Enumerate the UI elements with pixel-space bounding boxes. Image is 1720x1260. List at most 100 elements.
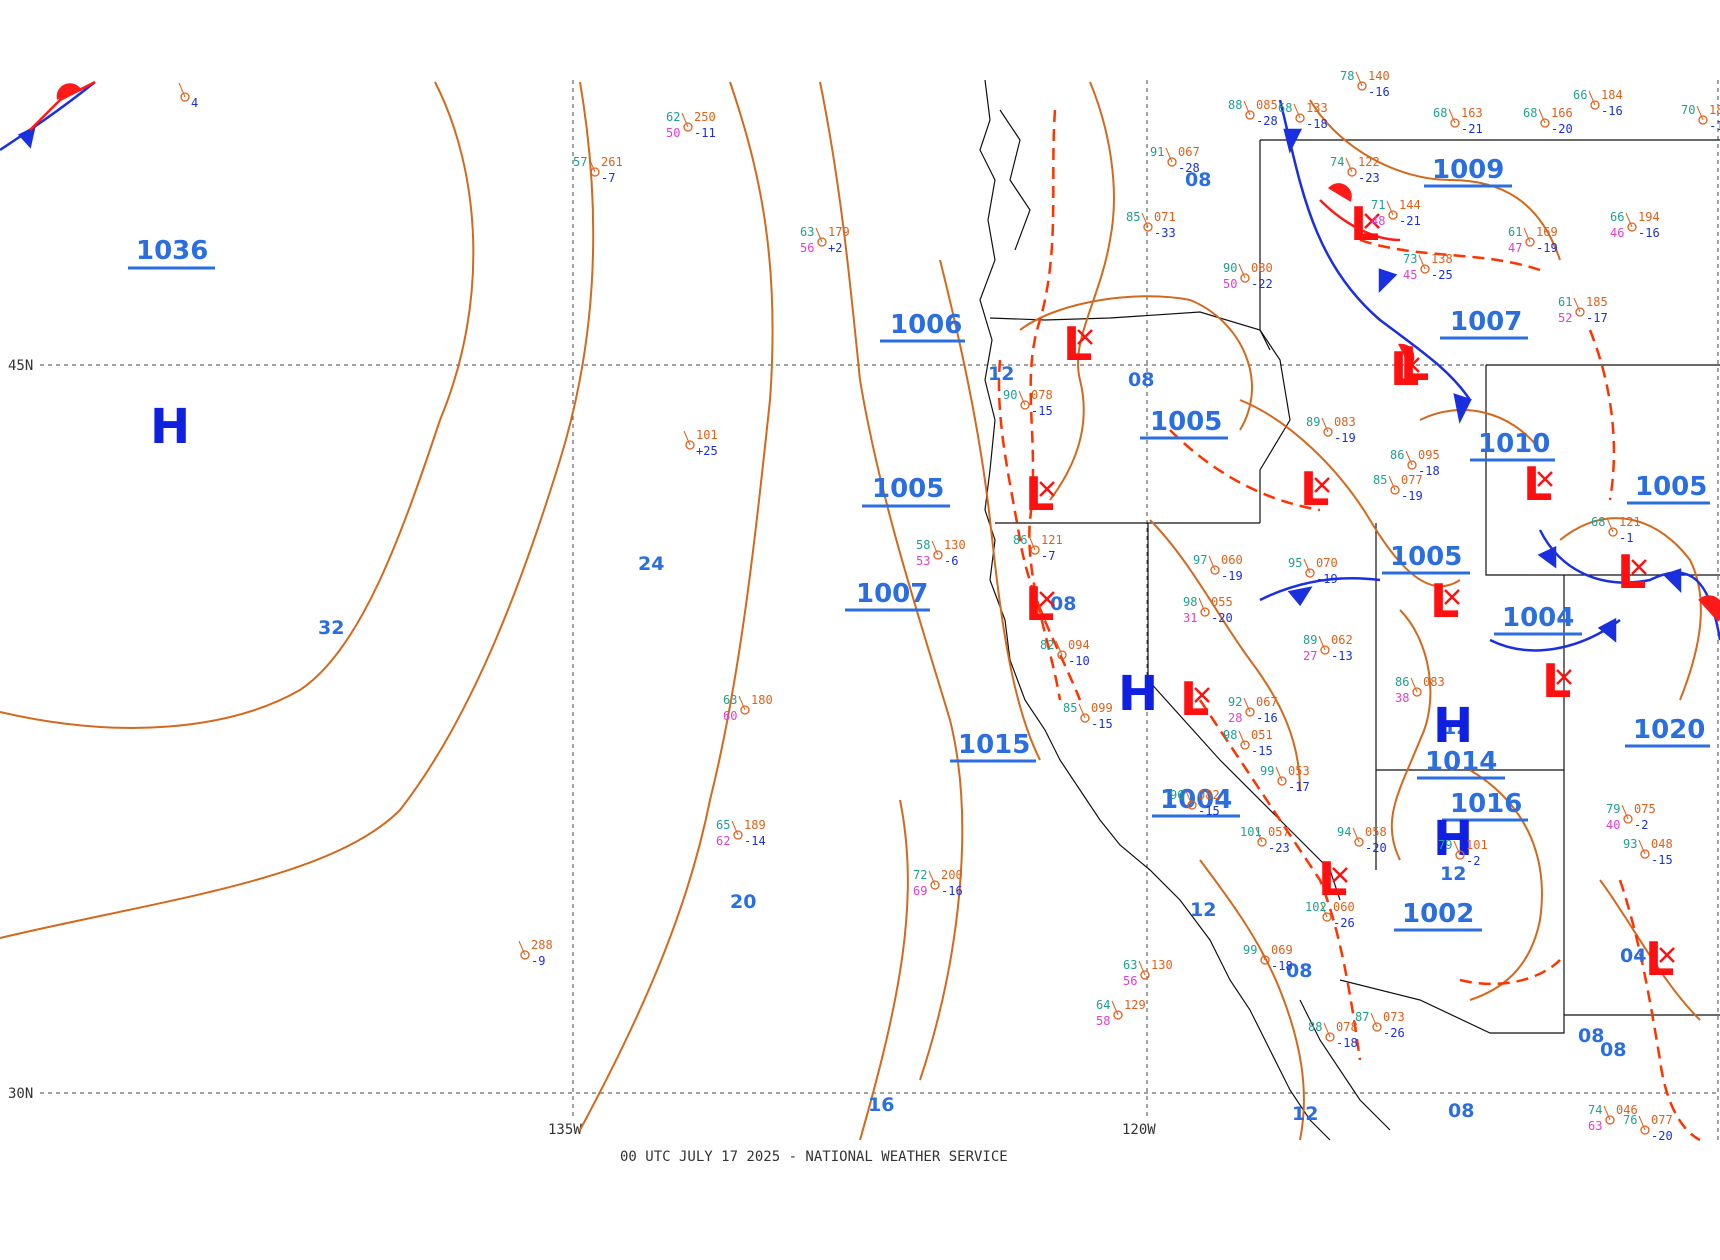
station-circle (1277, 776, 1287, 786)
wind-barb (738, 695, 746, 711)
station-plot: 91 067 -28 (1150, 145, 1200, 175)
x-marker (1314, 477, 1330, 493)
station-dewpoint: 69 (913, 884, 927, 898)
station-circle (1590, 100, 1600, 110)
isobar-label: 08 (1578, 1025, 1604, 1047)
station-pressure: 060 (1333, 900, 1355, 914)
station-pressure: 046 (1616, 1103, 1638, 1117)
station-circle (1455, 850, 1465, 860)
station-dewpoint: 60 (723, 709, 737, 723)
station-tendency: 4 (191, 96, 198, 110)
cold-front-pip (1597, 617, 1617, 643)
station-circle (1080, 713, 1090, 723)
wind-barb (1138, 960, 1146, 976)
wind-barb (1255, 827, 1263, 843)
station-plot: 99 053 -17 (1260, 764, 1310, 794)
pressure-label: 1036 (136, 236, 208, 266)
station-tendency: -19 (1536, 241, 1558, 255)
station-pressure: 140 (1368, 69, 1390, 83)
station-pressure: 261 (601, 155, 623, 169)
isobar-1016-b (1469, 769, 1543, 1001)
station-pressure: 179 (828, 225, 850, 239)
station-circle (1605, 1115, 1615, 1125)
isobar-label: 08 (1050, 593, 1076, 615)
station-temperature: 66 (1610, 210, 1624, 224)
isobar-label: 08 (1185, 169, 1211, 191)
station-temperature: 86 (1395, 675, 1409, 689)
station-pressure: 130 (1151, 958, 1173, 972)
station-pressure: 189 (744, 818, 766, 832)
station-tendency: -21 (1399, 214, 1421, 228)
station-plot: 90 078 -15 (1003, 388, 1053, 418)
warm-front-pip (56, 83, 82, 100)
high-center-symbol: H (150, 399, 190, 455)
isobar-label: 04 (1620, 945, 1646, 967)
station-tendency: -11 (694, 126, 716, 140)
wind-barb (1352, 827, 1360, 843)
trough-sw (1459, 959, 1561, 986)
isobar-1032 (0, 81, 595, 939)
station-tendency: -17 (1288, 780, 1310, 794)
isobar-label: 12 (988, 363, 1014, 385)
wind-barb (1028, 535, 1036, 551)
station-plot: 101+25 (683, 428, 718, 458)
wind-barb (588, 157, 596, 173)
low-center-symbol: L (1617, 545, 1646, 599)
station-pressure: 083 (1423, 675, 1445, 689)
trough-southeast (1618, 879, 1701, 1142)
wind-barb (681, 112, 689, 128)
cold-front-central (1259, 576, 1381, 602)
station-temperature: 61 (1508, 225, 1522, 239)
station-circle (1325, 1032, 1335, 1042)
station-tendency: -19 (1401, 489, 1423, 503)
station-circle (1245, 110, 1255, 120)
wind-barb (1238, 730, 1246, 746)
wind-barb (1198, 597, 1206, 613)
pressure-label-group: 1036 (128, 236, 215, 270)
pressure-label-group: 1014 (1417, 747, 1505, 780)
station-temperature: 85 (1063, 701, 1077, 715)
cold-front-pip (1287, 586, 1313, 607)
station-tendency: -23 (1358, 171, 1380, 185)
station-circle (1640, 1125, 1650, 1135)
station-circle (1210, 565, 1220, 575)
wind-barb (1606, 517, 1614, 533)
wind-barb (1321, 417, 1329, 433)
station-plot: 62 250 50 -11 (666, 110, 716, 140)
station-pressure: 058 (1365, 825, 1387, 839)
station-tendency: -17 (1709, 119, 1720, 133)
station-temperature: 68 (1523, 106, 1537, 120)
station-temperature: 68 (1591, 515, 1605, 529)
station-dewpoint: 56 (1123, 974, 1137, 988)
x-marker (1364, 213, 1380, 229)
station-circle (933, 550, 943, 560)
wind-barb (931, 540, 939, 556)
isobar-1012-d (1199, 859, 1305, 1141)
isobar-1008-d (1419, 409, 1541, 451)
high-centers: H H H H (150, 399, 1473, 867)
wind-barb (1345, 157, 1353, 173)
wind-barb (1523, 227, 1531, 243)
pressure-label-group: 1005 (862, 474, 950, 508)
lon-label-135w: 135W (548, 1122, 582, 1138)
station-pressure: 057 (1268, 825, 1290, 839)
station-tendency: -18 (1271, 959, 1293, 973)
station-tendency: -26 (1383, 1026, 1405, 1040)
pressure-label-group: 1004 (1152, 785, 1240, 818)
isobar-label: 20 (730, 891, 756, 913)
station-temperature: 93 (1623, 837, 1637, 851)
station-circle (1320, 645, 1330, 655)
low-center-x-markers (1039, 213, 1675, 963)
station-temperature: 98 (1223, 728, 1237, 742)
station-pressure: 053 (1288, 764, 1310, 778)
station-temperature: 63 (1123, 958, 1137, 972)
station-tendency: -16 (941, 884, 963, 898)
station-pressure: 083 (1334, 415, 1356, 429)
wind-barb (1208, 555, 1216, 571)
pressure-label: 1007 (856, 579, 928, 609)
isobar-1024 (579, 81, 774, 1131)
station-dewpoint: 45 (1403, 268, 1417, 282)
station-circle (520, 950, 530, 960)
wind-barb (1696, 105, 1704, 121)
